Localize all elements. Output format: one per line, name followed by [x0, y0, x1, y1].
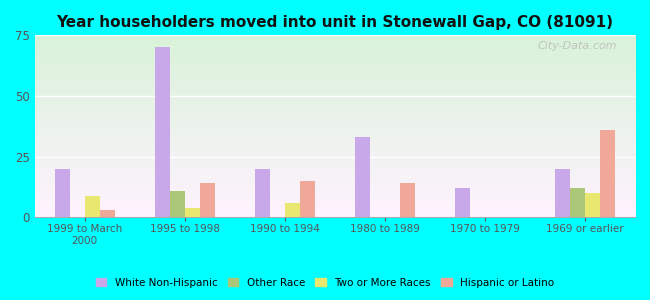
Bar [55, 169, 70, 218]
Bar [300, 181, 315, 218]
Bar [570, 188, 585, 218]
Bar [170, 191, 185, 218]
Legend: White Non-Hispanic, Other Race, Two or More Races, Hispanic or Latino: White Non-Hispanic, Other Race, Two or M… [92, 274, 558, 292]
Bar [455, 188, 470, 218]
Bar [84, 196, 99, 217]
Bar [155, 47, 170, 218]
Bar [285, 203, 300, 218]
Bar [99, 210, 115, 218]
Bar [585, 193, 600, 218]
Title: Year householders moved into unit in Stonewall Gap, CO (81091): Year householders moved into unit in Sto… [57, 15, 614, 30]
Bar [355, 137, 370, 218]
Bar [555, 169, 570, 218]
Bar [255, 169, 270, 218]
Text: City-Data.com: City-Data.com [538, 41, 617, 51]
Bar [600, 130, 615, 218]
Bar [185, 208, 200, 218]
Bar [200, 184, 214, 218]
Bar [400, 184, 415, 218]
